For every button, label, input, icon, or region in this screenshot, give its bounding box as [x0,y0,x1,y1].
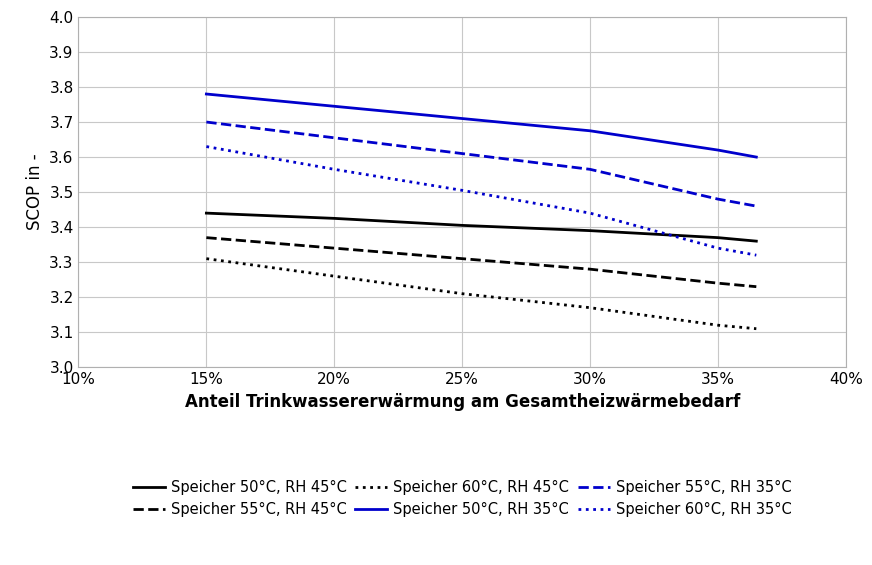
Y-axis label: SCOP in -: SCOP in - [25,154,44,231]
Legend: Speicher 50°C, RH 45°C, Speicher 55°C, RH 45°C, Speicher 60°C, RH 45°C, Speicher: Speicher 50°C, RH 45°C, Speicher 55°C, R… [133,480,792,517]
X-axis label: Anteil Trinkwassererwärmung am Gesamtheizwärmebedarf: Anteil Trinkwassererwärmung am Gesamthei… [185,393,739,411]
